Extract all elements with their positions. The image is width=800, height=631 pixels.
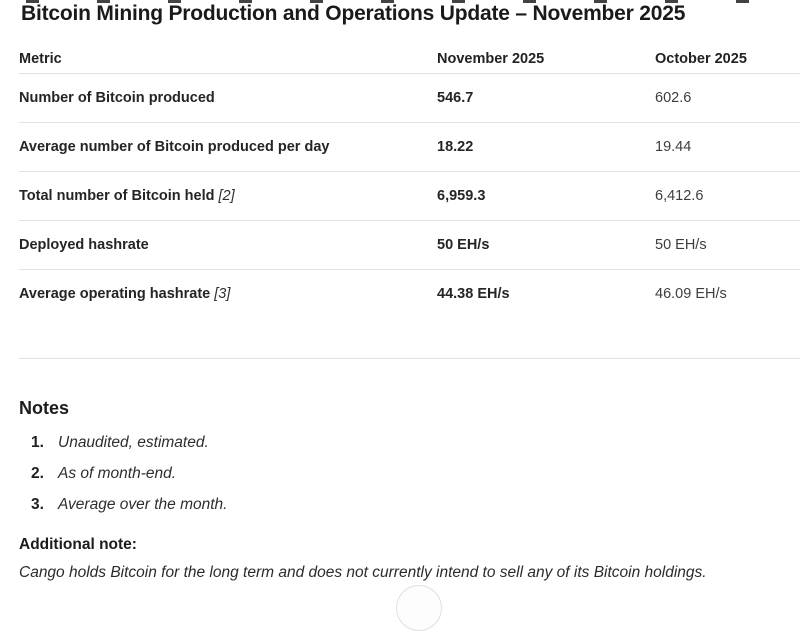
metric-text: Deployed hashrate bbox=[19, 237, 149, 253]
section-divider bbox=[19, 358, 800, 359]
footnote-ref: [3] bbox=[214, 286, 231, 302]
note-text: As of month-end. bbox=[58, 465, 177, 482]
footnote-ref: [2] bbox=[218, 188, 235, 204]
partial-circle-button[interactable] bbox=[396, 585, 442, 631]
metric-label: Number of Bitcoin produced bbox=[19, 90, 437, 106]
november-value: 6,959.3 bbox=[437, 188, 486, 204]
note-text: Average over the month. bbox=[58, 496, 228, 513]
column-header-october: October 2025 bbox=[655, 50, 747, 67]
november-value: 50 EH/s bbox=[437, 237, 490, 253]
table-header-row: Metric November 2025 October 2025 bbox=[19, 44, 800, 74]
october-value: 602.6 bbox=[655, 90, 692, 106]
note-item: 2. As of month-end. bbox=[19, 463, 227, 484]
note-number: 3. bbox=[31, 496, 44, 513]
notes-list: 1. Unaudited, estimated. 2. As of month-… bbox=[19, 432, 227, 525]
metric-label: Average operating hashrate [3] bbox=[19, 286, 437, 302]
october-value: 46.09 EH/s bbox=[655, 286, 727, 302]
metric-text: Number of Bitcoin produced bbox=[19, 90, 215, 106]
note-text: Unaudited, estimated. bbox=[58, 434, 209, 451]
metric-text: Total number of Bitcoin held bbox=[19, 188, 215, 204]
table-row: Average number of Bitcoin produced per d… bbox=[19, 123, 800, 172]
table-row: Total number of Bitcoin held [2] 6,959.3 … bbox=[19, 172, 800, 221]
additional-note-heading: Additional note: bbox=[19, 536, 137, 553]
clipped-text-artifact bbox=[26, 0, 762, 3]
november-value: 546.7 bbox=[437, 90, 474, 106]
metric-label: Average number of Bitcoin produced per d… bbox=[19, 139, 437, 155]
note-item: 3. Average over the month. bbox=[19, 494, 227, 515]
october-value: 19.44 bbox=[655, 139, 692, 155]
october-value: 50 EH/s bbox=[655, 237, 707, 253]
table-row: Average operating hashrate [3] 44.38 EH/s… bbox=[19, 270, 800, 318]
metric-text: Average number of Bitcoin produced per d… bbox=[19, 139, 330, 155]
production-table: Metric November 2025 October 2025 Number… bbox=[19, 44, 800, 318]
metric-text: Average operating hashrate bbox=[19, 286, 211, 302]
column-header-november: November 2025 bbox=[437, 50, 545, 67]
october-value: 6,412.6 bbox=[655, 188, 704, 204]
page-title: Bitcoin Mining Production and Operations… bbox=[21, 2, 686, 25]
notes-heading: Notes bbox=[19, 398, 70, 418]
document-page: Bitcoin Mining Production and Operations… bbox=[19, 0, 800, 631]
note-number: 2. bbox=[31, 465, 44, 482]
column-header-metric: Metric bbox=[19, 50, 62, 67]
additional-note-text: Cango holds Bitcoin for the long term an… bbox=[19, 564, 707, 581]
note-number: 1. bbox=[31, 434, 44, 451]
table-row: Number of Bitcoin produced 546.7 602.6 bbox=[19, 74, 800, 123]
table-row: Deployed hashrate 50 EH/s 50 EH/s bbox=[19, 221, 800, 270]
november-value: 44.38 EH/s bbox=[437, 286, 510, 302]
metric-label: Deployed hashrate bbox=[19, 237, 437, 253]
metric-label: Total number of Bitcoin held [2] bbox=[19, 188, 437, 204]
note-item: 1. Unaudited, estimated. bbox=[19, 432, 227, 453]
november-value: 18.22 bbox=[437, 139, 474, 155]
